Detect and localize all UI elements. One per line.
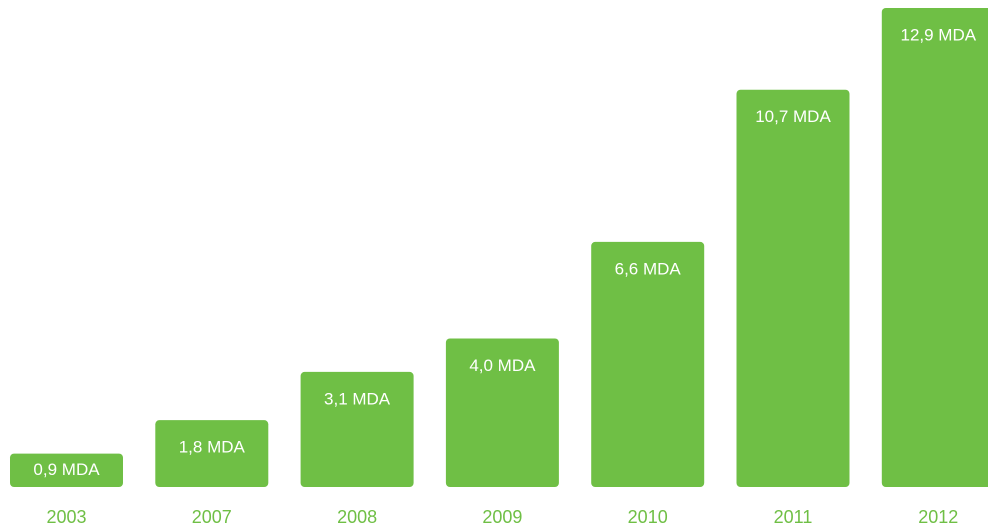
value-label: 12,9 MDA [901, 25, 977, 44]
x-tick-label: 2012 [918, 507, 958, 527]
bar [10, 453, 123, 487]
x-tick-label: 2003 [46, 507, 86, 527]
value-label: 10,7 MDA [755, 107, 831, 126]
value-label: 3,1 MDA [324, 389, 391, 408]
value-label: 1,8 MDA [179, 438, 246, 457]
bar [881, 8, 988, 487]
x-tick-label: 2008 [337, 507, 377, 527]
value-label: 0,9 MDA [33, 460, 100, 479]
x-tick-label: 2011 [774, 507, 813, 527]
bar [591, 241, 705, 487]
bar [155, 420, 269, 487]
bar [736, 89, 850, 487]
value-label: 6,6 MDA [615, 259, 682, 278]
x-tick-label: 2010 [628, 507, 668, 527]
bar [300, 371, 414, 487]
value-label: 4,0 MDA [469, 356, 536, 375]
x-tick-label: 2007 [192, 507, 232, 527]
bar [445, 338, 559, 487]
x-tick-label: 2009 [482, 507, 522, 527]
